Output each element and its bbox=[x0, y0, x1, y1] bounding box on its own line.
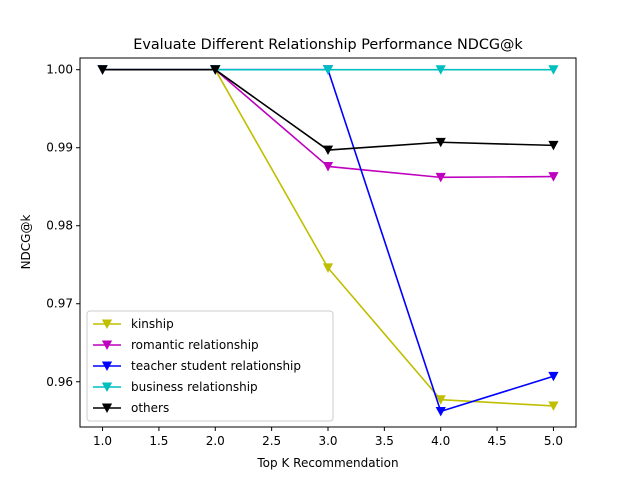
x-tick-label: 2.5 bbox=[262, 434, 281, 448]
data-point bbox=[210, 65, 221, 75]
data-point bbox=[435, 65, 446, 75]
data-point bbox=[322, 65, 334, 75]
series-4 bbox=[97, 65, 559, 156]
data-point bbox=[97, 65, 108, 75]
legend-marker bbox=[101, 319, 113, 330]
data-point bbox=[435, 395, 446, 405]
y-tick-label: 0.98 bbox=[46, 219, 73, 233]
legend-label: others bbox=[131, 401, 169, 415]
data-point bbox=[548, 172, 559, 182]
legend-marker bbox=[101, 382, 113, 393]
legend-item: others bbox=[93, 401, 169, 415]
data-point bbox=[548, 65, 559, 75]
data-point bbox=[548, 371, 559, 382]
data-point bbox=[435, 406, 446, 417]
legend-item: business relationship bbox=[93, 380, 258, 394]
legend-marker bbox=[101, 340, 113, 351]
x-tick-label: 3.0 bbox=[318, 434, 337, 448]
data-point bbox=[322, 145, 334, 156]
legend-items: kinship romantic relationship teacher stud… bbox=[93, 317, 301, 415]
legend-item: teacher student relationship bbox=[93, 359, 301, 373]
y-axis-ticks: 0.96 0.97 0.98 0.99 1.00 bbox=[46, 63, 80, 389]
data-point bbox=[435, 137, 446, 148]
x-tick-label: 1.5 bbox=[149, 434, 168, 448]
x-tick-label: 5.0 bbox=[544, 434, 563, 448]
legend-item: romantic relationship bbox=[93, 338, 259, 352]
y-tick-label: 0.97 bbox=[46, 297, 73, 311]
y-axis-label: NDCG@k bbox=[19, 215, 33, 270]
y-tick-label: 0.99 bbox=[46, 141, 73, 155]
legend-marker bbox=[101, 403, 113, 414]
data-point bbox=[322, 161, 334, 172]
legend-item: kinship bbox=[93, 317, 174, 331]
legend-label: teacher student relationship bbox=[131, 359, 301, 373]
legend-label: business relationship bbox=[131, 380, 258, 394]
chart-title: Evaluate Different Relationship Performa… bbox=[133, 37, 523, 53]
y-tick-label: 0.96 bbox=[46, 375, 73, 389]
x-tick-label: 4.5 bbox=[488, 434, 507, 448]
legend-box bbox=[86, 310, 334, 422]
data-point bbox=[322, 263, 334, 273]
x-tick-label: 1.0 bbox=[93, 434, 112, 448]
data-point bbox=[548, 401, 559, 411]
legend-label: kinship bbox=[131, 317, 174, 331]
legend: kinship romantic relationship teacher stud… bbox=[86, 310, 334, 422]
x-tick-label: 3.5 bbox=[375, 434, 394, 448]
x-axis-label: Top K Recommendation bbox=[256, 456, 398, 470]
legend-marker bbox=[101, 361, 113, 372]
data-point bbox=[435, 172, 446, 183]
x-tick-label: 2.0 bbox=[206, 434, 225, 448]
x-axis-ticks: 1.0 1.5 2.0 2.5 3.0 3.5 4.0 4.5 5.0 bbox=[93, 427, 563, 448]
data-point bbox=[548, 140, 559, 151]
y-tick-label: 1.00 bbox=[46, 63, 73, 77]
series-layer bbox=[97, 65, 559, 417]
x-tick-label: 4.0 bbox=[431, 434, 450, 448]
legend-label: romantic relationship bbox=[131, 338, 259, 352]
